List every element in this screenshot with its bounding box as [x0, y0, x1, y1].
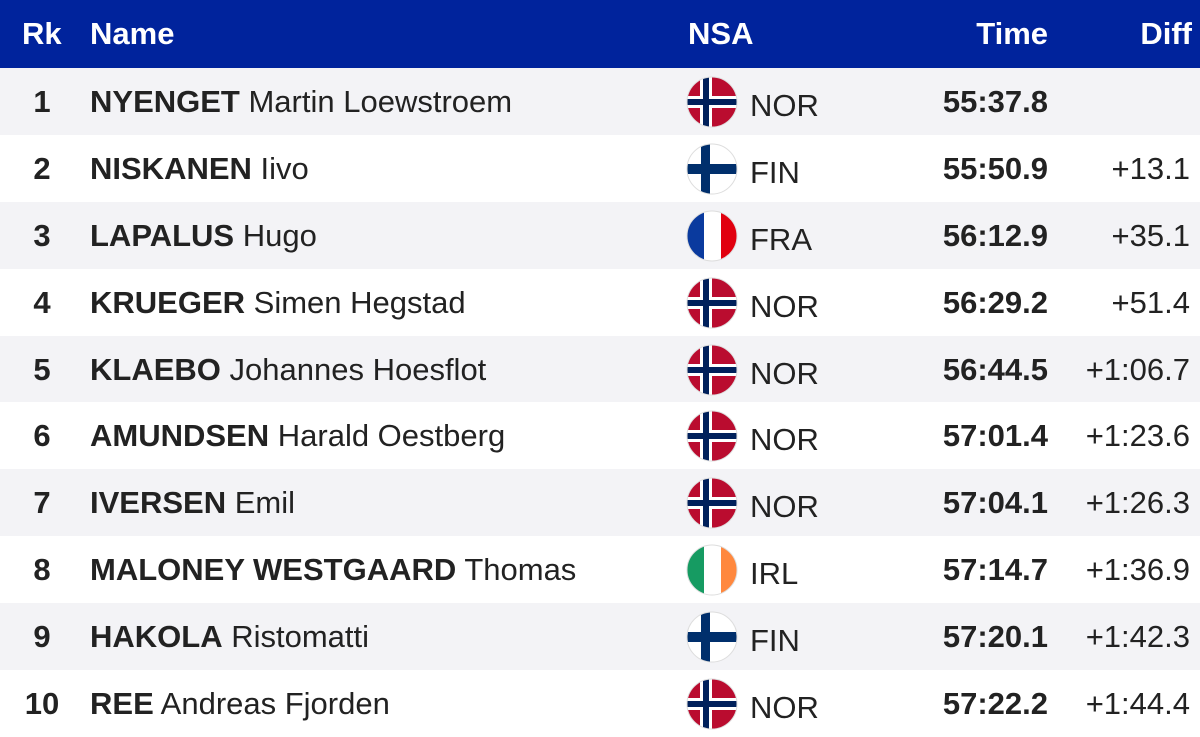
- flag-nor-icon: [686, 277, 738, 329]
- rank-cell: 2: [33, 150, 51, 186]
- diff-cell: +1:23.6: [1085, 418, 1190, 454]
- athlete-name-link[interactable]: IVERSEN Emil: [90, 485, 295, 521]
- flag-nor-icon: [686, 410, 738, 462]
- time-cell: 57:01.4: [942, 418, 1048, 454]
- flag-nor-icon: [686, 344, 738, 396]
- athlete-last-name: AMUNDSEN: [90, 418, 270, 454]
- nsa-code: NOR: [750, 355, 819, 391]
- header-diff[interactable]: Diff: [1140, 16, 1192, 51]
- diff-cell: +1:26.3: [1085, 485, 1190, 521]
- diff-cell: +1:06.7: [1085, 351, 1190, 387]
- nsa-code: IRL: [750, 556, 799, 592]
- athlete-first-name: Hugo: [242, 217, 317, 253]
- header-name[interactable]: Name: [90, 16, 175, 51]
- nsa-code: NOR: [750, 489, 819, 525]
- rank-cell: 1: [33, 84, 51, 119]
- nsa-code: FRA: [750, 221, 812, 257]
- athlete-name-link[interactable]: MALONEY WESTGAARD Thomas: [90, 552, 576, 588]
- athlete-first-name: Thomas: [464, 552, 577, 588]
- athlete-first-name: Harald Oestberg: [277, 418, 506, 454]
- time-cell: 57:22.2: [942, 686, 1048, 722]
- athlete-name-link[interactable]: LAPALUS Hugo: [90, 218, 317, 254]
- flag-fin-icon: [686, 143, 738, 195]
- table-row[interactable]: 10 REE Andreas Fjorden NOR 57:22.2 +1:44.4: [0, 670, 1200, 737]
- athlete-name-link[interactable]: HAKOLA Ristomatti: [90, 619, 369, 655]
- header-time[interactable]: Time: [976, 16, 1048, 51]
- table-row[interactable]: 6 AMUNDSEN Harald Oestberg NOR 57:01.4 +1:23…: [0, 402, 1200, 470]
- athlete-first-name: Martin Loewstroem: [248, 84, 513, 119]
- athlete-last-name: MALONEY WESTGAARD: [90, 552, 457, 588]
- athlete-last-name: KLAEBO: [90, 351, 221, 387]
- diff-cell: +1:44.4: [1085, 686, 1190, 722]
- nsa-code: NOR: [750, 288, 819, 324]
- athlete-last-name: NISKANEN: [90, 150, 252, 186]
- diff-cell: +35.1: [1111, 217, 1190, 253]
- athlete-first-name: Johannes Hoesflot: [229, 351, 487, 387]
- time-cell: 56:44.5: [942, 351, 1048, 387]
- table-row[interactable]: 9 HAKOLA Ristomatti FIN 57:20.1 +1:42.3: [0, 603, 1200, 671]
- rank-cell: 8: [33, 552, 51, 588]
- flag-nor-icon: [686, 678, 738, 730]
- athlete-name-link[interactable]: KLAEBO Johannes Hoesflot: [90, 352, 486, 388]
- athlete-first-name: Andreas Fjorden: [160, 686, 390, 722]
- nsa-code: NOR: [750, 690, 819, 726]
- time-cell: 56:29.2: [942, 284, 1048, 320]
- athlete-name-link[interactable]: NISKANEN Iivo: [90, 151, 309, 187]
- athlete-first-name: Ristomatti: [231, 619, 370, 655]
- diff-cell: +51.4: [1111, 284, 1190, 320]
- table-row[interactable]: 2 NISKANEN Iivo FIN 55:50.9 +13.1: [0, 134, 1200, 202]
- athlete-last-name: HAKOLA: [90, 619, 223, 655]
- athlete-name-link[interactable]: KRUEGER Simen Hegstad: [90, 285, 466, 321]
- flag-irl-icon: [686, 544, 738, 596]
- nsa-code: NOR: [750, 422, 819, 458]
- table-row[interactable]: 4 KRUEGER Simen Hegstad NOR 56:29.2 +51.4: [0, 268, 1200, 336]
- header-nsa[interactable]: NSA: [688, 16, 754, 51]
- rank-cell: 10: [24, 686, 60, 722]
- time-cell: 56:12.9: [942, 217, 1048, 253]
- table-row[interactable]: 3 LAPALUS Hugo FRA 56:12.9 +35.1: [0, 201, 1200, 269]
- nsa-code: NOR: [750, 88, 819, 123]
- time-cell: 57:20.1: [942, 619, 1048, 655]
- nsa-code: FIN: [750, 623, 800, 659]
- rank-cell: 4: [33, 284, 51, 320]
- athlete-last-name: KRUEGER: [90, 284, 246, 320]
- table-row[interactable]: 1 NYENGET Martin Loewstroem NOR 55:37.8: [0, 68, 1200, 135]
- athlete-first-name: Iivo: [260, 150, 309, 186]
- diff-cell: +1:42.3: [1085, 619, 1190, 655]
- athlete-name-link[interactable]: REE Andreas Fjorden: [90, 686, 390, 722]
- rank-cell: 6: [33, 418, 51, 454]
- header-rank[interactable]: Rk: [22, 16, 62, 51]
- rank-cell: 3: [33, 217, 51, 253]
- table-row[interactable]: 8 MALONEY WESTGAARD Thomas IRL 57:14.7 +1:36…: [0, 536, 1200, 604]
- rank-cell: 5: [33, 351, 51, 387]
- athlete-last-name: NYENGET: [90, 84, 240, 119]
- flag-fra-icon: [686, 210, 738, 262]
- flag-fin-icon: [686, 611, 738, 663]
- athlete-last-name: REE: [90, 686, 154, 722]
- diff-cell: +1:36.9: [1085, 552, 1190, 588]
- table-body: 1 NYENGET Martin Loewstroem NOR 55:37.8 2 NIS…: [0, 68, 1200, 737]
- table-header: Rk Name NSA Time Diff: [0, 0, 1200, 68]
- time-cell: 55:50.9: [942, 150, 1048, 186]
- athlete-first-name: Emil: [234, 485, 296, 521]
- time-cell: 55:37.8: [942, 84, 1048, 119]
- athlete-last-name: IVERSEN: [90, 485, 227, 521]
- flag-nor-icon: [686, 76, 738, 128]
- athlete-first-name: Simen Hegstad: [253, 284, 466, 320]
- time-cell: 57:04.1: [942, 485, 1048, 521]
- athlete-name-link[interactable]: AMUNDSEN Harald Oestberg: [90, 418, 505, 454]
- athlete-name-link[interactable]: NYENGET Martin Loewstroem: [90, 84, 512, 120]
- table-row[interactable]: 7 IVERSEN Emil NOR 57:04.1 +1:26.3: [0, 469, 1200, 537]
- flag-nor-icon: [686, 477, 738, 529]
- athlete-last-name: LAPALUS: [90, 217, 235, 253]
- rank-cell: 7: [33, 485, 51, 521]
- time-cell: 57:14.7: [942, 552, 1048, 588]
- rank-cell: 9: [33, 619, 51, 655]
- diff-cell: +13.1: [1111, 150, 1190, 186]
- nsa-code: FIN: [750, 154, 800, 190]
- table-row[interactable]: 5 KLAEBO Johannes Hoesflot NOR 56:44.5 +1:06…: [0, 335, 1200, 403]
